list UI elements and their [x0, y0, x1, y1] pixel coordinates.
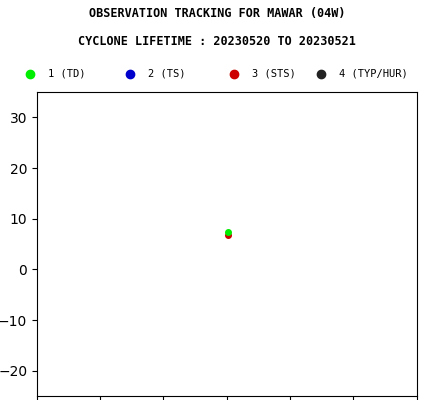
Text: 3 (STS): 3 (STS) — [252, 69, 296, 79]
Text: 2 (TS): 2 (TS) — [148, 69, 185, 79]
Text: CYCLONE LIFETIME : 20230520 TO 20230521: CYCLONE LIFETIME : 20230520 TO 20230521 — [78, 35, 356, 48]
Text: 4 (TYP/HUR): 4 (TYP/HUR) — [339, 69, 407, 79]
Text: 1 (TD): 1 (TD) — [48, 69, 85, 79]
Text: OBSERVATION TRACKING FOR MAWAR (04W): OBSERVATION TRACKING FOR MAWAR (04W) — [89, 7, 345, 20]
